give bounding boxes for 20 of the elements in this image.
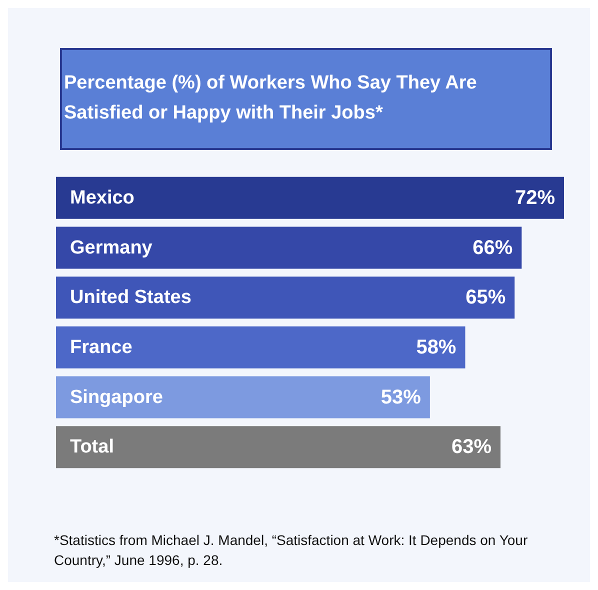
y-tick-label: Mexico [70, 187, 134, 208]
text: *Statistics from Michael J. Mandel, “Satisfaction at Work: It Depends on Your Country,” June 1996, p. 28. [54, 532, 532, 568]
y-tick-label: France [70, 336, 132, 358]
y-tick-label: Germany [70, 237, 153, 258]
bar [56, 426, 500, 468]
data-label: 66% [472, 236, 513, 259]
data-label: 53% [380, 386, 422, 408]
y-tick-label: Singapore [70, 386, 163, 408]
bar [56, 276, 515, 319]
bar [56, 376, 430, 418]
y-tick-label: United States [70, 287, 192, 308]
data-label: 72% [514, 186, 556, 209]
bar [56, 176, 564, 219]
data-label: 65% [466, 286, 506, 309]
bar [56, 226, 522, 269]
chart-title: Percentage (%) of Workers Who Say They Are Satisfied or Happy with Their Jobs* [64, 72, 482, 124]
y-tick-label: Total [70, 436, 114, 458]
data-label: 63% [451, 436, 492, 458]
bar [56, 326, 466, 368]
data-label: 58% [416, 336, 456, 358]
